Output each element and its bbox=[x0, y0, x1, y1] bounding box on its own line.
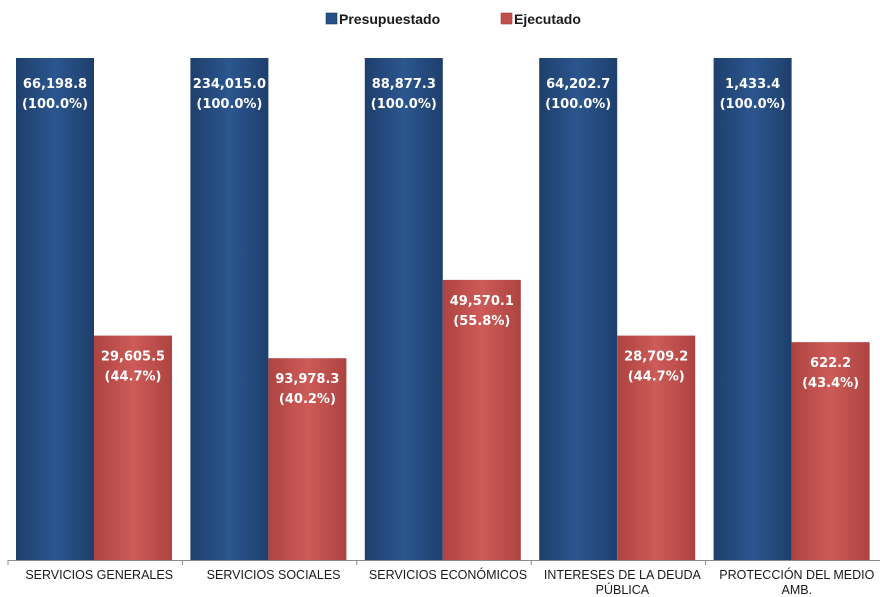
bar-ejecutado-1 bbox=[94, 335, 172, 560]
data-label-ejecutado-percent-4: (44.7%) bbox=[628, 370, 685, 385]
data-label-presupuestado-percent-1: (100.0%) bbox=[22, 97, 88, 112]
data-label-presupuestado-amount-1: 66,198.8 bbox=[23, 77, 87, 92]
bar-ejecutado-5 bbox=[791, 342, 870, 560]
legend-label-presupuestado: Presupuestado bbox=[339, 11, 440, 27]
x-tick-label-1: SERVICIOS GENERALES bbox=[25, 568, 173, 582]
data-label-ejecutado-percent-3: (55.8%) bbox=[453, 314, 510, 329]
data-labels-layer: 66,198.8 (100.0%) 29,605.5 (44.7%) 234,015.0… bbox=[22, 77, 859, 407]
data-label-ejecutado-amount-3: 49,570.1 bbox=[450, 294, 514, 309]
data-label-ejecutado-percent-5: (43.4%) bbox=[802, 376, 859, 391]
x-tick-label-5-line-2: AMB. bbox=[782, 583, 813, 597]
data-label-presupuestado-amount-5: 1,433.4 bbox=[725, 77, 780, 92]
x-tick-label-4: INTERESES DE LA DEUDA bbox=[544, 568, 702, 582]
x-axis: SERVICIOS GENERALES SERVICIOS SOCIALES SER… bbox=[7, 560, 880, 597]
data-label-presupuestado-amount-4: 64,202.7 bbox=[546, 77, 610, 92]
x-tick-label-4-line-2: PÚBLICA bbox=[596, 582, 650, 597]
legend-label-ejecutado: Ejecutado bbox=[514, 11, 581, 27]
bar-presupuestado-5 bbox=[713, 58, 792, 560]
legend-item-presupuestado: Presupuestado bbox=[325, 11, 440, 27]
bar-ejecutado-4 bbox=[617, 335, 696, 560]
data-label-ejecutado-amount-1: 29,605.5 bbox=[101, 350, 165, 365]
bar-presupuestado-3 bbox=[364, 58, 443, 560]
data-label-presupuestado-percent-3: (100.0%) bbox=[371, 97, 437, 112]
bar-presupuestado-2 bbox=[190, 58, 269, 560]
data-label-presupuestado-amount-2: 234,015.0 bbox=[193, 77, 266, 92]
bar-ejecutado-3 bbox=[442, 279, 521, 560]
bar-presupuestado-4 bbox=[539, 58, 618, 560]
data-label-presupuestado-percent-5: (100.0%) bbox=[720, 97, 786, 112]
x-tick-label-5: PROTECCIÓN DEL MEDIO bbox=[719, 567, 874, 582]
bars-layer bbox=[16, 58, 870, 560]
data-label-ejecutado-amount-5: 622.2 bbox=[810, 356, 851, 371]
data-label-presupuestado-percent-4: (100.0%) bbox=[545, 97, 611, 112]
x-tick-label-3: SERVICIOS ECONÓMICOS bbox=[369, 567, 527, 582]
legend: Presupuestado Ejecutado bbox=[325, 11, 581, 27]
data-label-ejecutado-percent-2: (40.2%) bbox=[279, 392, 336, 407]
data-label-ejecutado-amount-2: 93,978.3 bbox=[275, 372, 339, 387]
data-label-presupuestado-amount-3: 88,877.3 bbox=[372, 77, 436, 92]
data-label-ejecutado-amount-4: 28,709.2 bbox=[624, 350, 688, 365]
legend-item-ejecutado: Ejecutado bbox=[500, 11, 581, 27]
bar-ejecutado-2 bbox=[268, 358, 347, 560]
data-label-ejecutado-percent-1: (44.7%) bbox=[105, 370, 162, 385]
x-tick-label-2: SERVICIOS SOCIALES bbox=[207, 568, 341, 582]
legend-swatch-presupuestado bbox=[325, 12, 338, 25]
bar-presupuestado-1 bbox=[16, 58, 94, 560]
legend-swatch-ejecutado bbox=[500, 12, 513, 25]
data-label-presupuestado-percent-2: (100.0%) bbox=[196, 97, 262, 112]
